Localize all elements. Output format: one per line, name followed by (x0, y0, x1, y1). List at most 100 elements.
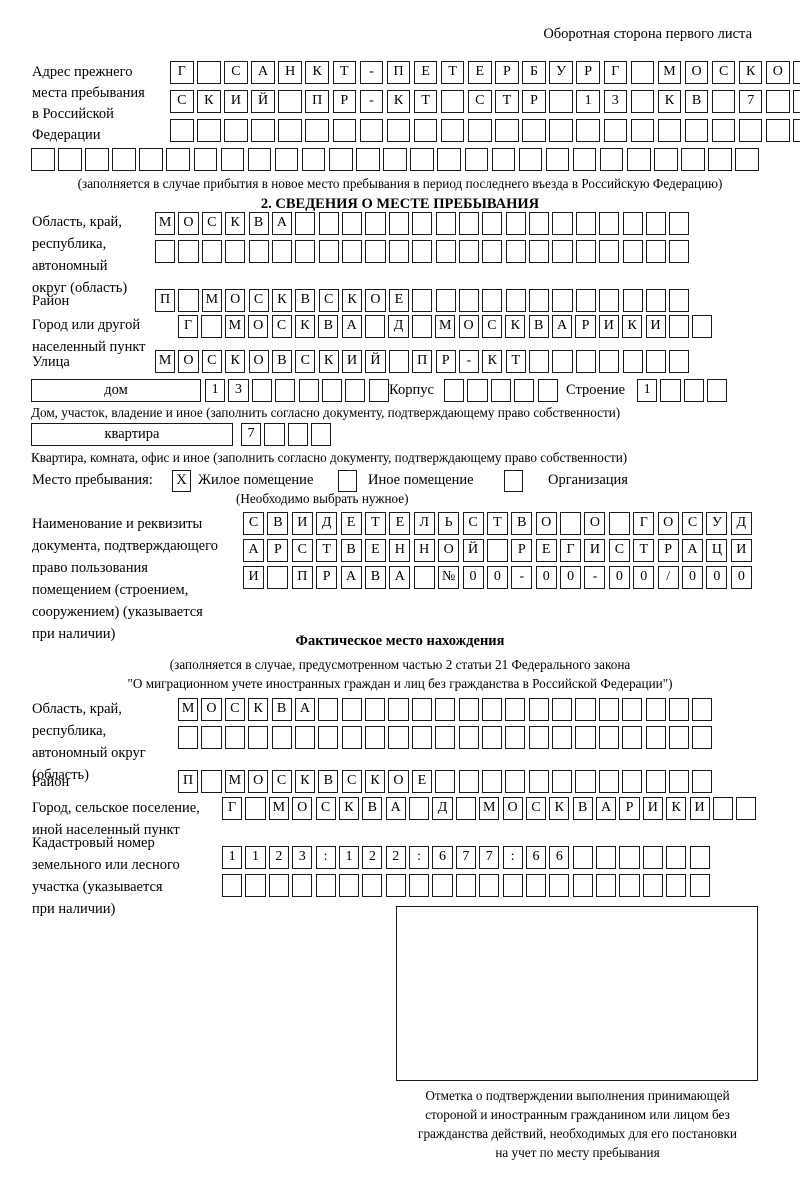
comb-cell[interactable] (385, 874, 406, 897)
comb-cell[interactable]: С (341, 770, 362, 793)
comb-cell[interactable]: С (711, 61, 736, 84)
comb-cell[interactable]: В (362, 797, 383, 820)
comb-cell[interactable]: О (535, 512, 557, 535)
comb-cell[interactable] (481, 698, 503, 721)
comb-cell[interactable] (669, 240, 690, 263)
comb-cell[interactable] (490, 379, 511, 402)
comb-cell[interactable] (657, 119, 682, 142)
comb-cell[interactable]: С (271, 315, 292, 338)
comb-cell[interactable] (220, 148, 245, 171)
comb-cell[interactable] (409, 874, 430, 897)
comb-cell[interactable] (201, 770, 222, 793)
comb-cell[interactable]: М (657, 61, 682, 84)
comb-cell[interactable] (766, 90, 790, 113)
comb-cell[interactable] (410, 148, 434, 171)
comb-cell[interactable] (356, 148, 380, 171)
comb-cell[interactable]: П (291, 566, 313, 589)
comb-cell[interactable] (315, 874, 336, 897)
comb-cell[interactable]: К (248, 698, 269, 721)
comb-cell[interactable] (599, 289, 620, 312)
comb-cell[interactable] (708, 148, 732, 171)
comb-cell[interactable] (630, 61, 655, 84)
comb-cell[interactable]: М (224, 315, 245, 338)
comb-cell[interactable] (251, 379, 272, 402)
comb-cell[interactable] (552, 289, 573, 312)
comb-cell[interactable] (596, 846, 617, 869)
comb-cell[interactable]: Д (730, 512, 752, 535)
comb-cell[interactable]: П (412, 350, 433, 373)
comb-cell[interactable] (529, 212, 550, 235)
comb-cell[interactable] (222, 874, 243, 897)
comb-cell[interactable]: Д (432, 797, 453, 820)
comb-cell[interactable] (413, 566, 435, 589)
comb-cell[interactable] (345, 379, 366, 402)
comb-cell[interactable] (608, 512, 630, 535)
comb-cell[interactable]: : (409, 846, 430, 869)
comb-cell[interactable]: Е (364, 539, 386, 562)
comb-cell[interactable]: И (291, 512, 313, 535)
comb-cell[interactable]: К (549, 797, 570, 820)
comb-cell[interactable]: К (505, 315, 526, 338)
comb-cell[interactable] (622, 350, 643, 373)
comb-cell[interactable] (274, 148, 299, 171)
comb-cell[interactable] (155, 240, 176, 263)
comb-cell[interactable] (341, 726, 362, 749)
comb-cell[interactable] (627, 148, 651, 171)
comb-cell[interactable] (645, 726, 666, 749)
comb-cell[interactable] (599, 212, 620, 235)
comb-cell[interactable] (505, 770, 526, 793)
comb-cell[interactable]: 0 (682, 566, 704, 589)
comb-cell[interactable] (552, 770, 573, 793)
comb-cell[interactable] (245, 797, 266, 820)
comb-cell[interactable] (338, 874, 360, 897)
comb-cell[interactable]: О (201, 698, 222, 721)
comb-cell[interactable]: В (528, 315, 549, 338)
stamp-area[interactable] (396, 906, 758, 1081)
comb-cell[interactable] (575, 240, 596, 263)
comb-cell[interactable] (689, 846, 710, 869)
flat-number-cells[interactable]: 7 (241, 423, 335, 446)
comb-cell[interactable]: В (271, 698, 292, 721)
comb-cell[interactable]: - (359, 90, 384, 113)
comb-cell[interactable] (365, 315, 386, 338)
comb-cell[interactable]: К (365, 770, 386, 793)
comb-cell[interactable] (491, 148, 516, 171)
comb-cell[interactable]: О (684, 61, 709, 84)
comb-cell[interactable] (432, 874, 453, 897)
comb-cell[interactable] (31, 148, 55, 171)
comb-cell[interactable] (359, 119, 384, 142)
comb-cell[interactable]: Т (495, 90, 519, 113)
comb-cell[interactable]: 2 (362, 846, 383, 869)
section2-region-row-2[interactable] (155, 240, 693, 263)
comb-cell[interactable] (193, 148, 218, 171)
comb-cell[interactable]: Р (511, 539, 533, 562)
comb-cell[interactable] (388, 240, 409, 263)
comb-cell[interactable] (598, 698, 619, 721)
comb-cell[interactable] (549, 874, 570, 897)
comb-cell[interactable] (622, 726, 643, 749)
comb-cell[interactable]: И (645, 315, 666, 338)
comb-cell[interactable]: С (608, 539, 630, 562)
comb-cell[interactable]: - (584, 566, 606, 589)
comb-cell[interactable] (455, 797, 476, 820)
comb-cell[interactable] (596, 874, 617, 897)
comb-cell[interactable] (622, 698, 643, 721)
comb-cell[interactable] (692, 698, 713, 721)
checkbox-zhiloe-pomeshchenie[interactable]: X (172, 470, 191, 492)
comb-cell[interactable] (712, 797, 734, 820)
comb-cell[interactable]: В (318, 770, 339, 793)
comb-cell[interactable] (572, 874, 593, 897)
comb-cell[interactable]: Р (495, 61, 519, 84)
comb-cell[interactable] (435, 698, 456, 721)
comb-cell[interactable]: П (386, 61, 411, 84)
comb-cell[interactable] (549, 119, 573, 142)
comb-cell[interactable] (278, 90, 302, 113)
comb-cell[interactable] (529, 289, 550, 312)
comb-cell[interactable]: 1 (222, 846, 243, 869)
comb-cell[interactable]: С (201, 350, 222, 373)
comb-cell[interactable]: 6 (525, 846, 547, 869)
comb-cell[interactable] (514, 379, 535, 402)
